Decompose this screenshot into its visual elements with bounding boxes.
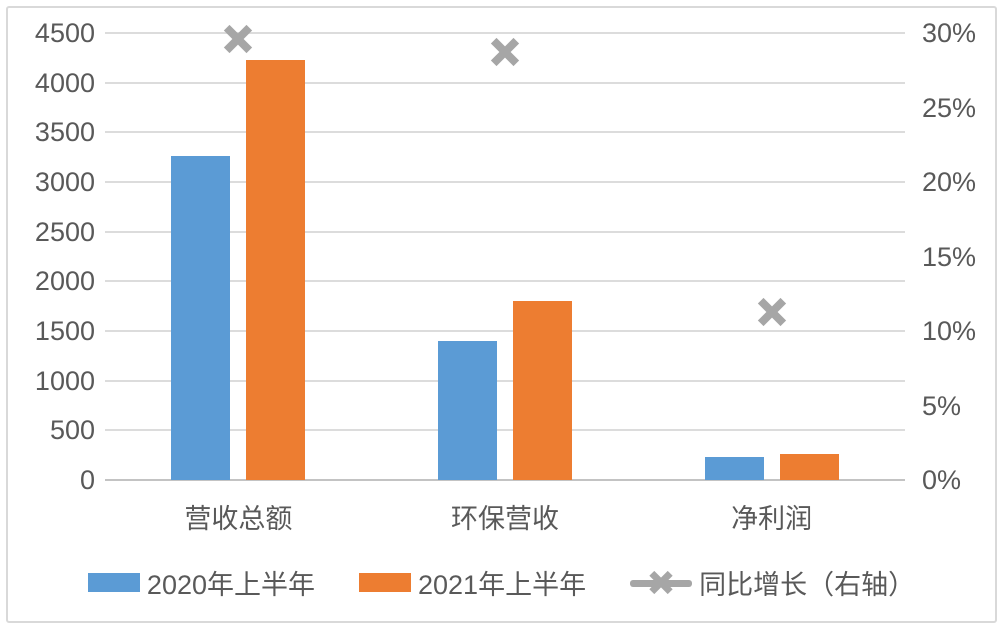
bar-2020-h1-total-revenue bbox=[171, 156, 231, 480]
gridline bbox=[105, 379, 905, 382]
legend-swatch-2020-h1 bbox=[87, 573, 140, 592]
right-axis-tick-label: 20% bbox=[922, 167, 977, 197]
gridline bbox=[105, 131, 905, 134]
legend-label-yoy-growth: 同比增长（右轴） bbox=[699, 570, 916, 600]
right-axis-tick-label: 0% bbox=[922, 465, 962, 495]
left-axis-tick-label: 3500 bbox=[34, 117, 95, 148]
gridline bbox=[105, 81, 905, 84]
bar-2020-h1-net-profit bbox=[704, 456, 764, 480]
yoy-growth-marker-total-revenue bbox=[224, 24, 253, 54]
gridline bbox=[105, 32, 905, 34]
left-axis-tick-label: 2500 bbox=[34, 216, 95, 247]
legend-swatch-2021-h1 bbox=[359, 573, 411, 592]
yoy-growth-marker-env-revenue bbox=[490, 38, 520, 67]
category-label-total-revenue: 营收总额 bbox=[184, 504, 293, 534]
legend-item-2020-h1: 2020年上半年 bbox=[87, 563, 315, 602]
chart-frame bbox=[6, 6, 997, 623]
gridline bbox=[105, 280, 905, 283]
legend-label-2021-h1: 2021年上半年 bbox=[418, 570, 587, 600]
left-axis-tick-label: 0 bbox=[79, 465, 95, 495]
bar-2021-h1-net-profit bbox=[779, 454, 839, 480]
bar-2021-h1-total-revenue bbox=[246, 59, 306, 480]
x-axis-line bbox=[105, 479, 905, 481]
right-axis-tick-label: 15% bbox=[922, 241, 977, 272]
left-axis-tick-label: 2000 bbox=[34, 266, 95, 297]
left-axis-tick-label: 4500 bbox=[34, 18, 95, 48]
left-axis-tick-label: 3000 bbox=[34, 167, 95, 197]
left-axis-tick-label: 1500 bbox=[34, 316, 95, 346]
yoy-growth-marker-net-profit bbox=[757, 297, 786, 326]
left-axis-tick-label: 1000 bbox=[34, 365, 95, 396]
legend-label-2020-h1: 2020年上半年 bbox=[146, 570, 315, 600]
category-label-net-profit: 净利润 bbox=[731, 504, 813, 534]
gridline bbox=[105, 230, 905, 233]
right-axis-tick-label: 30% bbox=[922, 18, 977, 48]
right-axis-tick-label: 10% bbox=[922, 316, 977, 346]
x-marker-icon bbox=[649, 570, 673, 594]
category-label-env-revenue: 环保营收 bbox=[451, 504, 559, 534]
left-axis-tick-label: 500 bbox=[49, 415, 95, 446]
right-axis-tick-label: 25% bbox=[922, 92, 977, 123]
legend: 2020年上半年 2021年上半年 同比增长（右轴） bbox=[0, 563, 1003, 602]
legend-item-yoy-growth: 同比增长（右轴） bbox=[630, 563, 915, 602]
legend-line-marker bbox=[630, 570, 693, 594]
legend-item-2021-h1: 2021年上半年 bbox=[359, 563, 586, 602]
bar-2020-h1-env-revenue bbox=[438, 340, 497, 480]
gridline bbox=[105, 330, 905, 332]
left-axis-tick-label: 4000 bbox=[34, 67, 95, 98]
gridline bbox=[105, 429, 905, 432]
bar-2021-h1-env-revenue bbox=[513, 301, 572, 480]
gridline bbox=[105, 181, 905, 183]
right-axis-tick-label: 5% bbox=[922, 390, 962, 421]
